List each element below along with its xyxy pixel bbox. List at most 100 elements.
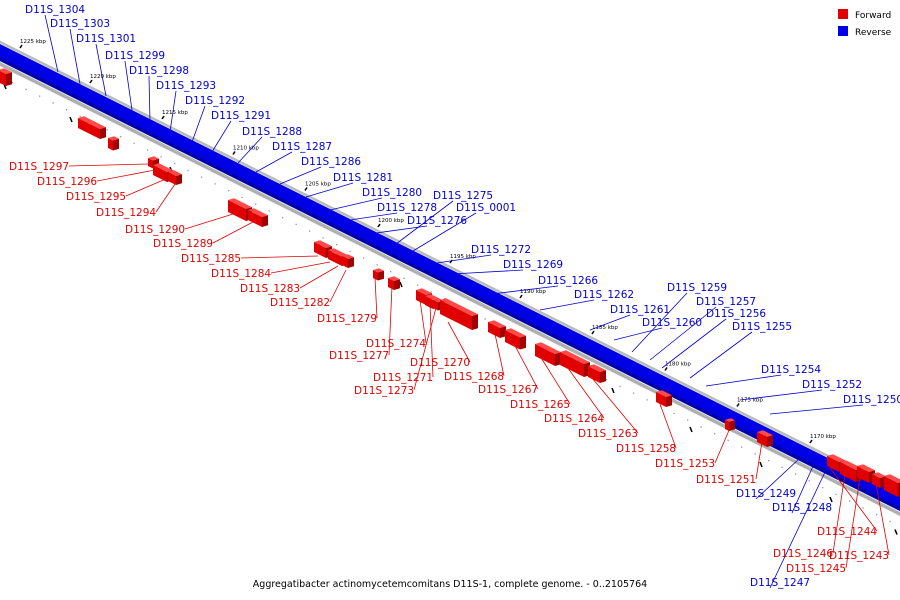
- reverse-gene-label: D11S_1281: [333, 172, 393, 184]
- forward-gene-label: D11S_1245: [786, 563, 846, 575]
- forward-gene-side: [767, 435, 773, 447]
- reverse-gene-leader: [237, 136, 263, 164]
- track-dot: [349, 250, 351, 253]
- track-dot: [52, 102, 54, 104]
- scale-tick-minor: [759, 461, 763, 468]
- forward-gene-label: D11S_1251: [696, 474, 756, 486]
- scale-tick-minor: [829, 496, 833, 503]
- reverse-gene-label: D11S_1287: [272, 141, 332, 153]
- reverse-gene-leader: [631, 292, 688, 353]
- reverse-gene-leader: [451, 269, 524, 275]
- track-dot: [363, 257, 365, 259]
- reverse-gene-leader: [95, 43, 107, 97]
- reverse-gene-leader: [329, 197, 383, 211]
- scale-tick-minor: [69, 116, 73, 123]
- track-dot: [147, 149, 149, 151]
- track-dot: [12, 82, 14, 84]
- scale-tick-minor: [399, 281, 403, 288]
- track-dot: [106, 129, 108, 131]
- track-dot: [862, 507, 864, 509]
- scale-tick-label: 1185 kbp: [592, 325, 618, 331]
- reverse-gene-leader: [769, 469, 827, 589]
- forward-gene-top: [872, 472, 886, 478]
- forward-gene-label: D11S_1270: [410, 357, 470, 369]
- forward-gene-leader: [419, 299, 427, 344]
- reverse-gene-label: D11S_1276: [407, 215, 467, 227]
- forward-gene-block: [108, 138, 113, 151]
- track-dot: [849, 500, 851, 502]
- reverse-gene-leader: [589, 314, 631, 331]
- forward-gene-block: [725, 420, 729, 431]
- forward-gene-label: D11S_1273: [354, 385, 414, 397]
- track-dot: [228, 190, 230, 192]
- legend: Forward Reverse: [838, 9, 892, 38]
- scale-tick-label: 1220 kbp: [90, 74, 116, 80]
- forward-gene-block: [827, 456, 839, 472]
- scale-tick: [89, 79, 93, 84]
- forward-gene-side: [394, 279, 400, 290]
- track-dot: [120, 136, 122, 138]
- scale-tick: [736, 403, 740, 407]
- scale-tick: [664, 367, 668, 371]
- forward-gene-label: D11S_1284: [211, 268, 271, 280]
- reverse-gene-label: D11S_1303: [50, 18, 110, 30]
- forward-gene-leader: [591, 377, 639, 434]
- legend-swatch-forward: [838, 9, 848, 19]
- forward-gene-top: [827, 454, 845, 462]
- forward-gene-top: [757, 430, 773, 437]
- forward-gene-leader: [447, 321, 471, 363]
- forward-gene-leader: [125, 177, 169, 197]
- forward-gene-block: [505, 330, 520, 350]
- forward-gene-label: D11S_1289: [153, 238, 213, 250]
- track-dot: [714, 433, 716, 435]
- forward-gene-top: [228, 198, 252, 209]
- forward-gene-leader: [832, 473, 846, 554]
- track-dot: [201, 176, 203, 178]
- scale-tick: [19, 44, 23, 49]
- forward-gene-block: [373, 270, 378, 281]
- track-dot: [282, 217, 284, 219]
- forward-gene-side: [666, 395, 672, 407]
- legend-label-reverse: Reverse: [855, 28, 892, 38]
- track-dot: [214, 183, 216, 185]
- reverse-gene-label: D11S_1255: [732, 321, 792, 333]
- reverse-gene-leader: [539, 299, 595, 311]
- reverse-gene-label: D11S_1250: [843, 394, 900, 406]
- forward-gene-top: [560, 350, 590, 364]
- track-dot: [187, 169, 189, 172]
- forward-gene-top: [656, 390, 672, 397]
- leader-layer: [44, 14, 890, 589]
- backbone-upper: [0, 40, 900, 494]
- forward-gene-block: [757, 432, 767, 447]
- scale-tick-minor: [611, 387, 615, 394]
- reverse-gene-label: D11S_1288: [242, 126, 302, 138]
- scale-tick: [232, 151, 236, 155]
- reverse-gene-leader: [44, 14, 59, 73]
- track-dot: [727, 439, 729, 442]
- forward-gene-leader: [388, 285, 393, 356]
- forward-gene-block: [336, 254, 342, 266]
- forward-gene-label: D11S_1267: [478, 384, 538, 396]
- forward-gene-label: D11S_1243: [829, 550, 889, 562]
- forward-gene-block: [440, 300, 472, 330]
- forward-gene-side: [262, 215, 268, 227]
- reverse-gene-leader: [791, 463, 815, 514]
- forward-gene-top: [373, 268, 384, 273]
- forward-gene-label: D11S_1268: [444, 371, 504, 383]
- reverse-gene-label: D11S_0001: [456, 202, 516, 214]
- track-dot: [417, 284, 419, 286]
- track-layer: 1225 kbp 1220 kbp 1215 kbp 1210 kbp 1205 kbp…: [0, 39, 900, 535]
- track-dot: [808, 480, 810, 482]
- forward-gene-side: [6, 72, 12, 86]
- forward-gene-leader: [829, 467, 878, 532]
- forward-gene-label: D11S_1263: [578, 428, 638, 440]
- scale-tick: [377, 223, 381, 228]
- reverse-gene-leader: [395, 200, 454, 245]
- reverse-gene-leader: [148, 75, 151, 123]
- legend-swatch-reverse: [838, 26, 848, 36]
- forward-gene-top: [725, 418, 735, 422]
- scale-tick-label: 1175 kbp: [737, 398, 763, 404]
- scale-tick-minor: [689, 426, 693, 433]
- track-dot: [619, 385, 621, 388]
- forward-gene-top: [840, 460, 862, 470]
